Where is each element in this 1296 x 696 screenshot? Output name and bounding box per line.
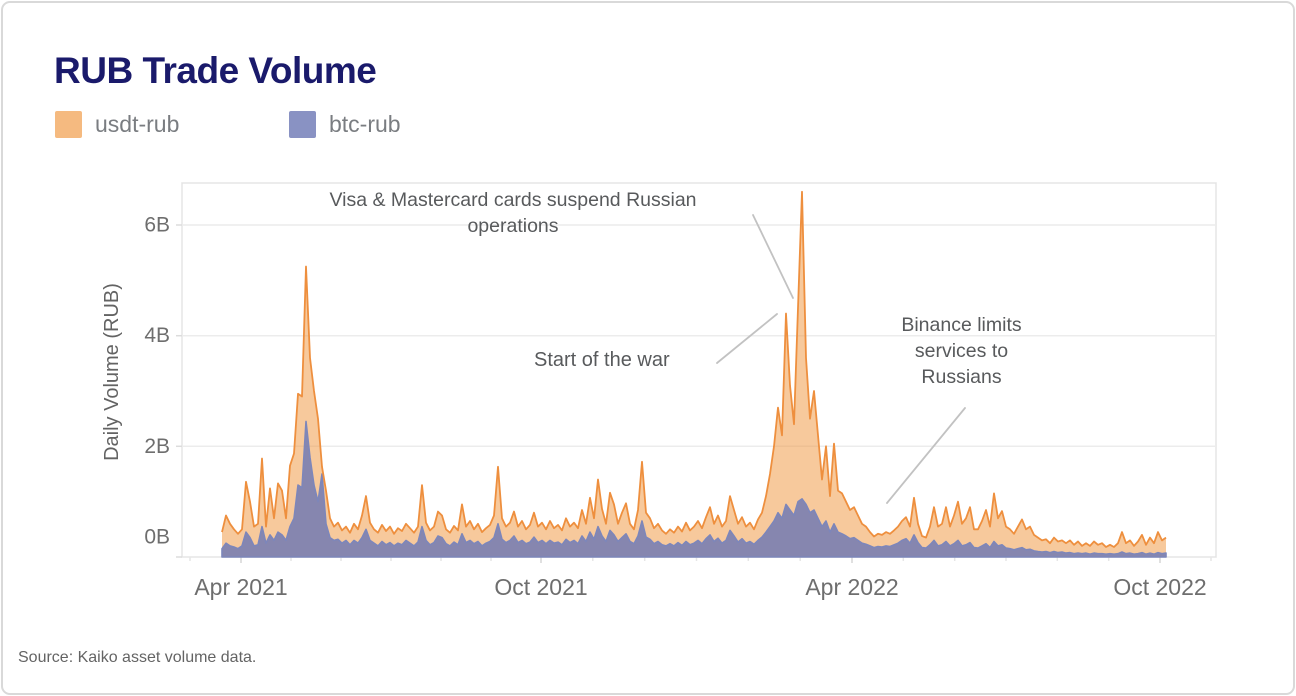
y-tick-label-2b: 2B [144,435,170,458]
usdt-rub-swatch-icon [55,111,82,138]
page-title: RUB Trade Volume [54,50,377,91]
annotation-binance-line2: services to [914,340,1009,362]
annotation-binance-line3: Russians [921,366,1002,388]
y-tick-label-0b: 0B [144,526,170,549]
legend-label-usdt-rub: usdt-rub [95,111,180,137]
visa-leader-line [752,214,794,299]
legend-item-btc-rub: btc-rub [289,111,401,138]
annotation-visa-mastercard: Visa & Mastercard cards suspend Russian … [270,188,756,239]
y-tick-label-4b: 4B [144,324,170,347]
axis-text-layer: 0B 2B 4B 6B Apr 2021 Oct 2021 Apr 2022 O… [101,214,1207,601]
y-tick-label-6b: 6B [144,214,170,237]
btc-rub-swatch-icon [289,111,316,138]
x-tick-label-oct-2022: Oct 2022 [1113,574,1206,600]
annotation-visa-line1: Visa & Mastercard cards suspend Russian [329,189,697,211]
annotation-binance-line1: Binance limits [901,314,1022,336]
y-axis-title: Daily Volume (RUB) [101,283,123,461]
x-tick-label-apr-2022: Apr 2022 [805,574,898,600]
x-tick-label-apr-2021: Apr 2021 [194,574,287,600]
war-leader-line [716,313,778,364]
source-note: Source: Kaiko asset volume data. [18,649,257,666]
btc-rub-area [221,420,1167,558]
x-tick-label-oct-2021: Oct 2021 [494,574,587,600]
legend-label-btc-rub: btc-rub [329,111,401,137]
annotation-binance-limits: Binance limits services to Russians [879,312,1044,390]
usdt-rub-line [221,190,1167,548]
annotation-start-of-war: Start of the war [534,349,670,371]
annotation-visa-line2: operations [467,214,559,237]
binance-leader-line [886,407,966,504]
legend-item-usdt-rub: usdt-rub [55,111,179,138]
